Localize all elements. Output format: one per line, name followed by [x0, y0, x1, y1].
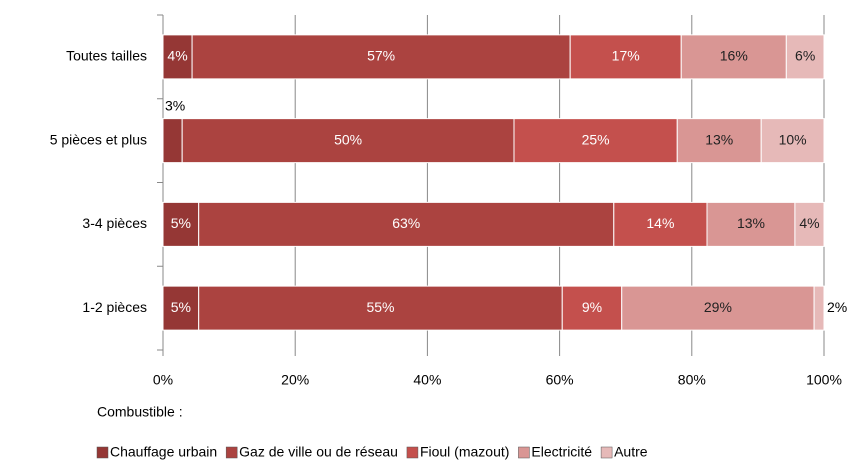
legend-label: Gaz de ville ou de réseau	[239, 444, 398, 460]
legend-swatch	[406, 446, 419, 459]
data-label: 57%	[367, 48, 395, 64]
data-label: 25%	[582, 131, 610, 147]
y-tick-label: 5 pièces et plus	[50, 131, 147, 147]
bar-segment	[760, 118, 825, 164]
bar-segment	[794, 201, 825, 247]
legend-swatch	[225, 446, 238, 459]
y-tick-label: Toutes tailles	[66, 48, 147, 64]
legend-label: Fioul (mazout)	[420, 444, 509, 460]
data-label: 13%	[705, 131, 733, 147]
bar-segment	[680, 34, 787, 80]
y-tick-label: 1-2 pièces	[82, 299, 147, 315]
bar-segment	[785, 34, 825, 80]
data-label: 29%	[704, 299, 732, 315]
data-label: 5%	[171, 215, 191, 231]
data-label: 17%	[612, 48, 640, 64]
data-label: 13%	[737, 215, 765, 231]
bar-segment	[613, 201, 708, 247]
data-label: 16%	[720, 48, 748, 64]
bar-segment	[181, 118, 515, 164]
data-label: 2%	[827, 299, 847, 315]
legend-label: Autre	[614, 444, 648, 460]
bar-segment	[513, 118, 678, 164]
data-label: 50%	[334, 131, 362, 147]
data-label: 55%	[366, 299, 394, 315]
bar-segment	[706, 201, 796, 247]
data-label: 10%	[779, 131, 807, 147]
legend-label: Electricité	[531, 444, 592, 460]
x-tick-label: 40%	[413, 372, 441, 388]
bar-segment	[198, 285, 563, 331]
bar-segment	[198, 201, 615, 247]
x-tick-label: 20%	[281, 372, 309, 388]
legend-title: Combustible :	[97, 404, 183, 420]
legend-label: Chauffage urbain	[110, 444, 217, 460]
x-tick-label: 80%	[678, 372, 706, 388]
x-tick-label: 100%	[806, 372, 842, 388]
bar-segment	[813, 285, 825, 331]
legend-swatch	[96, 446, 109, 459]
data-label: 6%	[795, 48, 815, 64]
x-tick-label: 0%	[153, 372, 173, 388]
x-tick-label: 60%	[546, 372, 574, 388]
data-label: 9%	[582, 299, 602, 315]
data-label: 63%	[392, 215, 420, 231]
bar-segment	[191, 34, 571, 80]
data-label: 5%	[171, 299, 191, 315]
data-label: 3%	[165, 97, 185, 113]
legend-swatch	[600, 446, 613, 459]
y-tick-label: 3-4 pièces	[82, 215, 147, 231]
bar-segment	[162, 201, 200, 247]
data-label: 4%	[167, 48, 187, 64]
bar-segment	[162, 285, 200, 331]
bar-segment	[621, 285, 815, 331]
legend-swatch	[518, 446, 530, 459]
data-label: 4%	[799, 215, 819, 231]
bar-segment	[162, 34, 193, 80]
bar-segment	[561, 285, 623, 331]
bar-segment	[569, 34, 682, 80]
data-label: 14%	[646, 215, 674, 231]
bar-segment	[162, 118, 183, 164]
